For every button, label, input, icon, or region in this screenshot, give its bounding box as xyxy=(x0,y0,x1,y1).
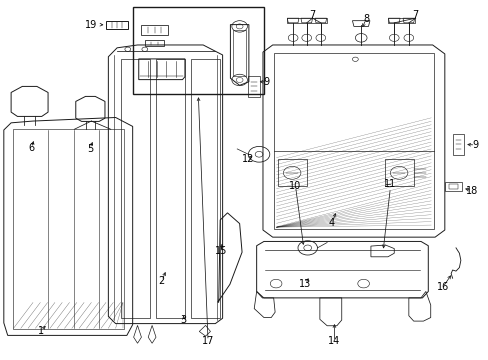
Text: 9: 9 xyxy=(471,140,478,150)
Bar xyxy=(384,159,413,186)
Text: 3: 3 xyxy=(180,315,186,325)
Bar xyxy=(448,184,458,189)
Text: 4: 4 xyxy=(328,218,334,228)
Text: 5: 5 xyxy=(86,144,93,154)
Bar xyxy=(452,134,463,155)
Bar xyxy=(387,18,414,23)
Text: 8: 8 xyxy=(362,14,368,24)
Text: 7: 7 xyxy=(309,10,315,20)
Text: 19: 19 xyxy=(85,19,97,30)
Text: 9: 9 xyxy=(263,77,269,87)
Text: 11: 11 xyxy=(384,179,396,189)
Bar xyxy=(248,76,260,97)
Text: 18: 18 xyxy=(465,186,477,196)
Bar xyxy=(277,159,306,186)
Text: 2: 2 xyxy=(159,276,164,286)
Text: 1: 1 xyxy=(38,326,44,336)
Text: 17: 17 xyxy=(202,336,214,346)
Text: 12: 12 xyxy=(242,154,254,163)
Bar xyxy=(132,7,264,94)
Text: 6: 6 xyxy=(28,143,35,153)
Bar xyxy=(444,182,461,191)
Bar xyxy=(287,18,326,23)
Bar xyxy=(232,30,246,76)
Text: 14: 14 xyxy=(327,337,340,346)
Text: 15: 15 xyxy=(215,247,227,256)
Text: 10: 10 xyxy=(289,181,301,192)
Text: 13: 13 xyxy=(299,279,311,289)
Text: 16: 16 xyxy=(436,282,448,292)
Text: 7: 7 xyxy=(412,10,418,20)
